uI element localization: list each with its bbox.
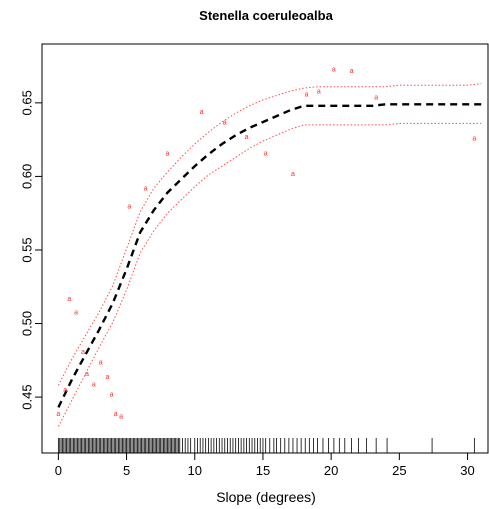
data-point: a — [99, 359, 103, 366]
y-tick-label: 0.45 — [19, 384, 34, 409]
x-tick-label: 10 — [188, 463, 202, 478]
data-point: a — [106, 374, 110, 381]
confidence-band — [57, 83, 482, 427]
rug-plot — [57, 438, 475, 453]
data-point: a — [332, 67, 336, 74]
fit-line — [57, 103, 482, 408]
data-point: a — [92, 381, 96, 388]
data-point: a — [317, 89, 321, 96]
x-tick-label: 5 — [123, 463, 130, 478]
plot-frame — [41, 43, 489, 454]
data-point: a — [166, 150, 170, 157]
data-point: a — [81, 349, 85, 356]
data-point: a — [305, 92, 309, 99]
x-axis: 0 5 10 15 20 25 30 — [55, 453, 475, 478]
data-point: a — [127, 203, 131, 210]
x-tick-label: 25 — [392, 463, 406, 478]
x-tick-label: 30 — [460, 463, 474, 478]
x-axis-label: Slope (degrees) — [216, 489, 316, 505]
data-point: a — [144, 186, 148, 193]
data-point: a — [114, 411, 118, 418]
data-point: a — [472, 136, 476, 143]
data-point: a — [200, 109, 204, 116]
x-tick-label: 0 — [55, 463, 62, 478]
y-tick-label: 0.50 — [19, 311, 34, 336]
data-point: a — [350, 68, 354, 75]
data-point: a — [67, 296, 71, 303]
data-point: a — [291, 171, 295, 178]
y-axis: 0.45 0.50 0.55 0.60 0.65 — [19, 90, 42, 410]
y-tick-label: 0.60 — [19, 164, 34, 189]
fitted-curve — [57, 103, 482, 408]
data-point: a — [74, 309, 78, 316]
data-point: a — [374, 94, 378, 101]
data-point: a — [119, 414, 123, 421]
x-tick-label: 20 — [324, 463, 338, 478]
data-point: a — [85, 371, 89, 378]
data-point: a — [264, 150, 268, 157]
ci-lower-line — [57, 122, 482, 427]
data-point: a — [56, 411, 60, 418]
data-point: a — [63, 387, 67, 394]
data-point: a — [110, 392, 114, 399]
chart-title: Stenella coeruleoalba — [199, 8, 333, 23]
data-point: a — [223, 119, 227, 126]
x-tick-label: 15 — [256, 463, 270, 478]
y-tick-label: 0.65 — [19, 90, 34, 115]
y-tick-label: 0.55 — [19, 237, 34, 262]
ci-upper-line — [57, 83, 482, 386]
data-point: a — [245, 134, 249, 141]
